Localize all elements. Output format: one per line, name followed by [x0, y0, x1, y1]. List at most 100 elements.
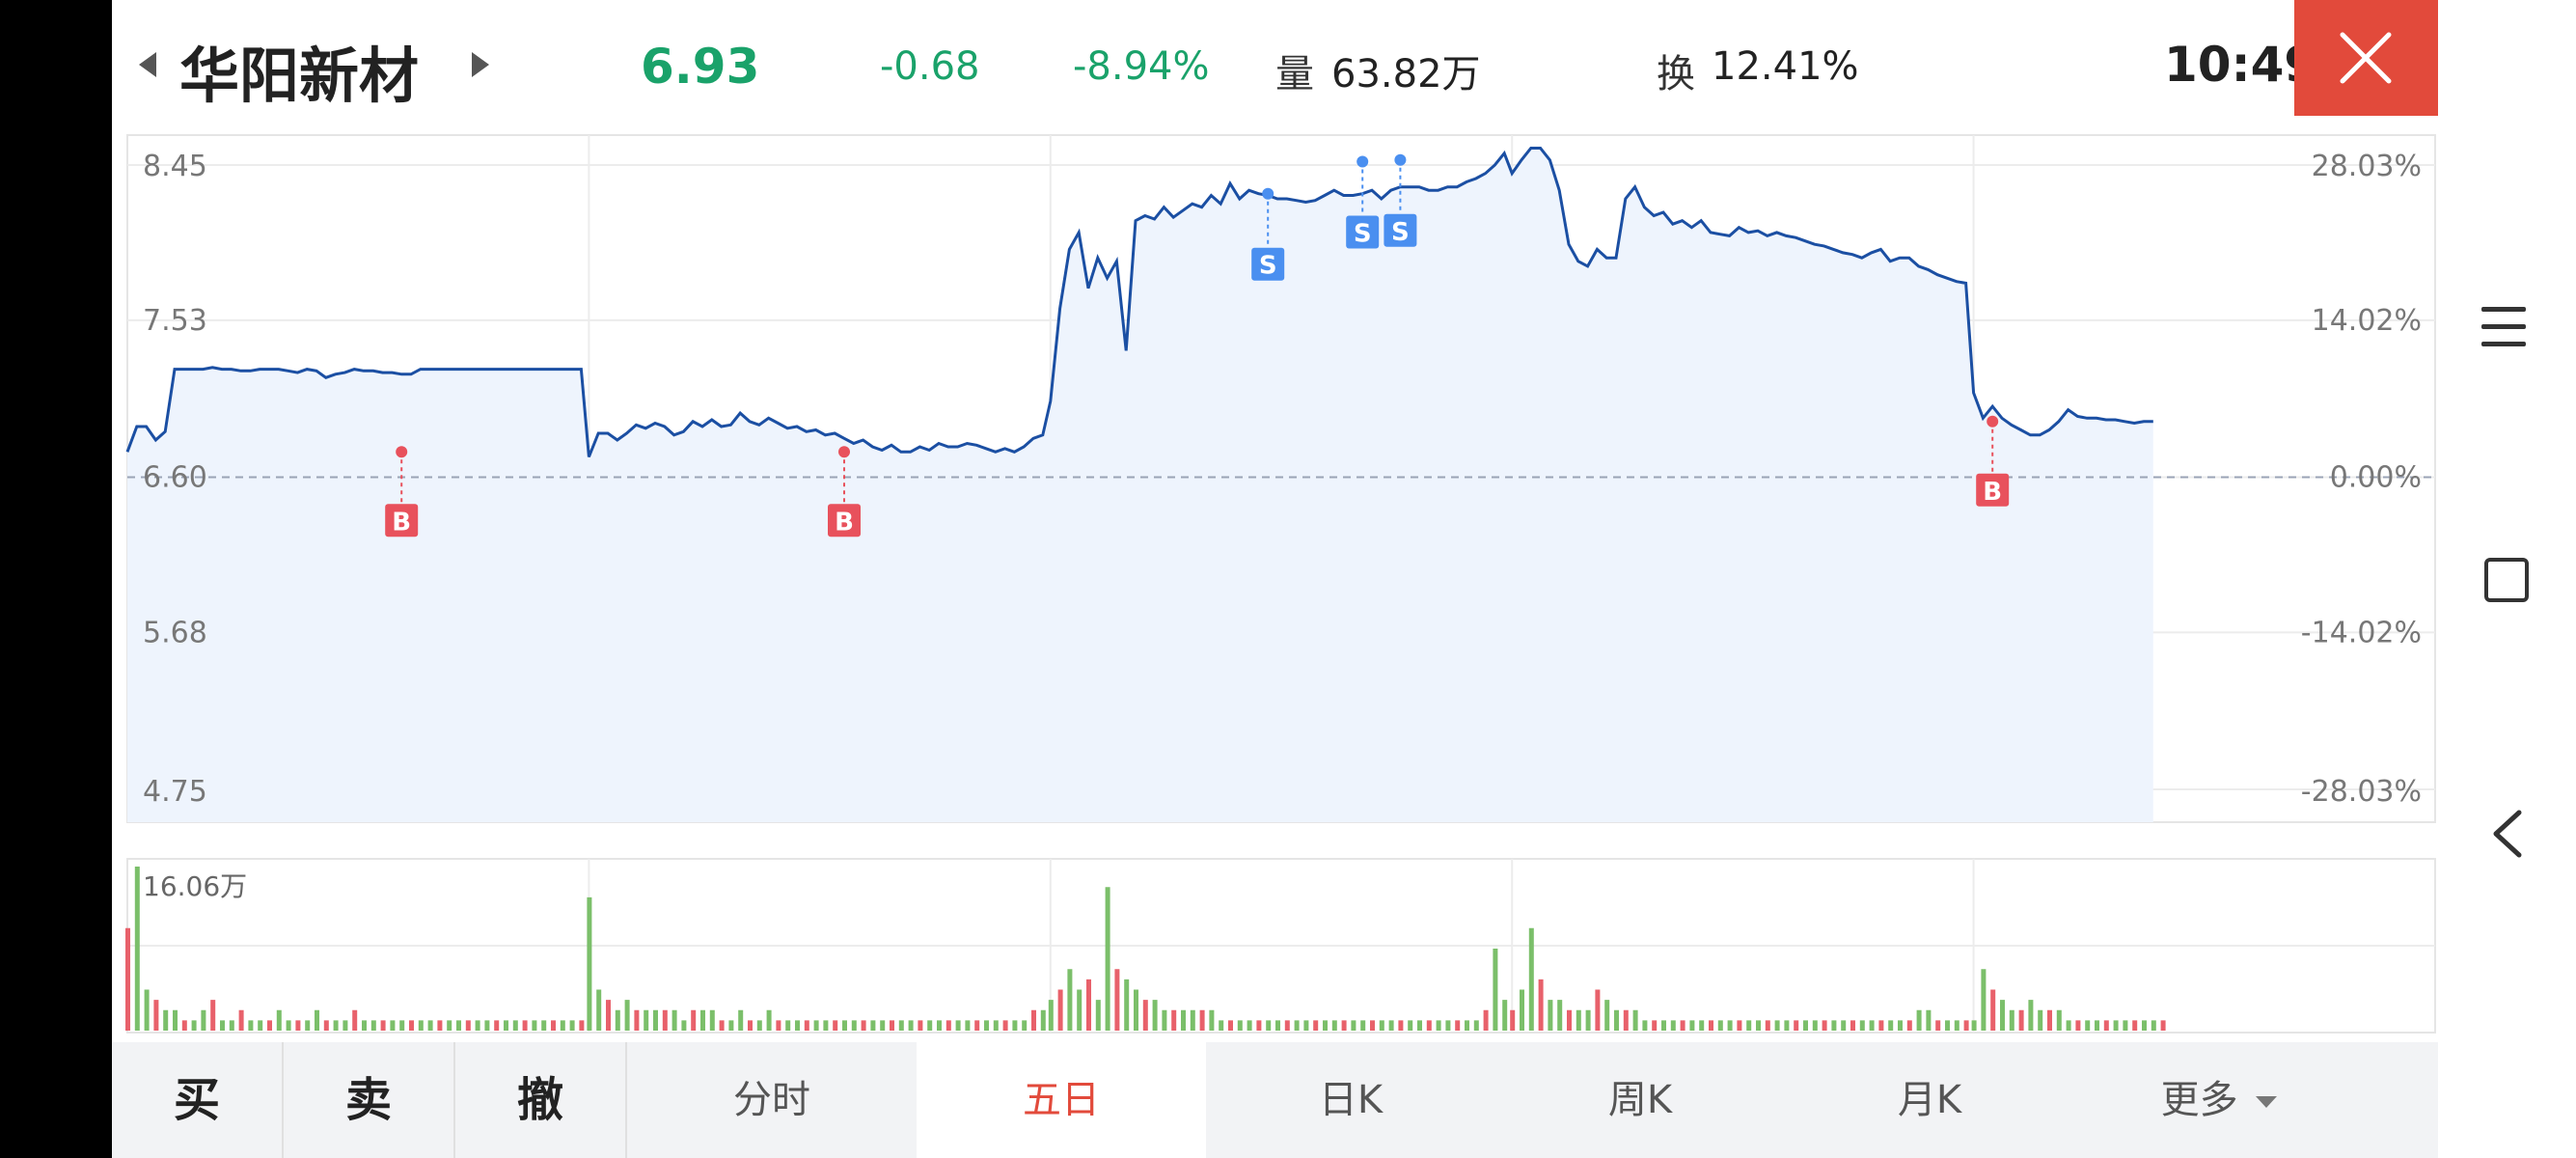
volume-bar	[315, 1009, 319, 1031]
tab-five-day[interactable]: 五日	[917, 1042, 1206, 1158]
volume-bar	[1709, 1020, 1713, 1031]
volume-bar	[295, 1020, 301, 1031]
tab-day-k[interactable]: 日K	[1318, 1078, 1384, 1122]
volume-bar	[1199, 1009, 1205, 1031]
buy-marker-label: B	[392, 508, 411, 537]
volume-bar	[681, 1020, 687, 1031]
marker-dot	[1394, 153, 1407, 166]
volume-bar	[229, 1020, 234, 1031]
five-day-chart[interactable]: 8.45 7.53 6.60 5.68 4.75 28.03% 14.02% 0.00% -1…	[112, 133, 2438, 1040]
volume-bar	[1247, 1020, 1252, 1031]
marker-dot	[1987, 415, 1999, 427]
back-icon[interactable]	[2488, 807, 2527, 861]
volume-bar	[201, 1009, 206, 1031]
volume-bar	[1313, 1020, 1319, 1031]
volume-bar	[1012, 1020, 1018, 1031]
tab-more[interactable]: 更多	[2074, 1042, 2364, 1158]
volume-bar	[1341, 1020, 1347, 1031]
stock-chart-screen: 华阳新材 6.93 -0.68 -8.94% 量 63.82万 换 12.41%…	[112, 0, 2438, 1158]
volume-bar	[2075, 1020, 2081, 1031]
price-change: -0.68	[880, 44, 980, 89]
y-tick-left: 4.75	[143, 775, 207, 809]
volume-bar	[842, 1020, 847, 1031]
volume-bar	[1171, 1009, 1177, 1031]
volume-bar	[1567, 1009, 1572, 1031]
volume-bar	[851, 1020, 857, 1031]
volume-bar	[333, 1020, 339, 1031]
volume-bar	[1680, 1020, 1685, 1031]
volume-bar	[2103, 1020, 2109, 1031]
volume-bar	[1388, 1020, 1394, 1031]
marker-badge	[828, 504, 861, 538]
volume-bar	[1219, 1020, 1224, 1031]
volume-bar	[248, 1020, 254, 1031]
volume-bar	[1774, 1020, 1780, 1031]
volume-bar	[1294, 1020, 1300, 1031]
volume-bar	[532, 1020, 537, 1031]
volume-bar	[1275, 1020, 1280, 1031]
volume-bar	[908, 1020, 914, 1031]
volume-bar	[1699, 1020, 1705, 1031]
volume-bar	[728, 1020, 734, 1031]
volume-bar	[1841, 1020, 1847, 1031]
volume-bar	[1134, 989, 1138, 1031]
volume-bar	[974, 1020, 980, 1031]
next-stock-arrow-icon[interactable]	[472, 52, 489, 77]
volume-bar	[719, 1020, 725, 1031]
sell-marker-label: S	[1391, 218, 1410, 247]
volume-bar	[390, 1020, 396, 1031]
volume-bar	[1945, 1020, 1950, 1031]
volume-bar	[1360, 1020, 1366, 1031]
close-icon	[2340, 32, 2392, 84]
volume-bar	[258, 1020, 263, 1031]
volume-bar	[1228, 1020, 1233, 1031]
tab-intraday[interactable]: 分时	[733, 1078, 810, 1122]
volume-bar	[494, 1020, 500, 1031]
volume-bar	[890, 1020, 894, 1031]
tab-month-k[interactable]: 月K	[1897, 1078, 1962, 1122]
volume-bar	[181, 1020, 187, 1031]
volume-bar	[1086, 979, 1091, 1031]
volume-bar	[1237, 1020, 1243, 1031]
volume-bar	[644, 1009, 649, 1031]
volume-bar	[1473, 1020, 1479, 1031]
cancel-order-button[interactable]: 撤	[455, 1042, 627, 1158]
price-line	[125, 147, 2153, 458]
volume-bar	[1190, 1009, 1195, 1031]
volume-bar	[163, 1009, 169, 1031]
y-tick-right: 14.02%	[2312, 304, 2422, 338]
sell-button[interactable]: 卖	[284, 1042, 455, 1158]
volume-bar	[880, 1020, 886, 1031]
volume-bar	[1916, 1009, 1922, 1031]
y-tick-left: 5.68	[143, 616, 207, 649]
volume-bar	[465, 1020, 471, 1031]
marker-badge	[1384, 213, 1417, 247]
quote-header: 华阳新材 6.93 -0.68 -8.94% 量 63.82万 换 12.41%…	[112, 0, 2438, 135]
marker-dot	[396, 446, 408, 458]
buy-button[interactable]: 买	[112, 1042, 284, 1158]
volume-bar	[624, 1000, 630, 1031]
volume-bar	[813, 1020, 819, 1031]
volume-bar	[1331, 1020, 1337, 1031]
menu-icon[interactable]	[2481, 307, 2526, 349]
volume-bar	[560, 1020, 565, 1031]
volume-bar	[1859, 1020, 1865, 1031]
volume-label: 量	[1275, 52, 1314, 96]
volume-bar	[662, 1009, 668, 1031]
close-button[interactable]	[2294, 0, 2438, 116]
square-icon[interactable]	[2484, 558, 2529, 602]
volume-bar	[1850, 1020, 1855, 1031]
previous-stock-arrow-icon[interactable]	[139, 52, 156, 77]
tab-week-k[interactable]: 周K	[1607, 1078, 1673, 1122]
volume-bar	[1528, 927, 1534, 1031]
volume-bar	[2123, 1020, 2128, 1031]
volume-bar	[579, 1020, 585, 1031]
y-axis-right-percent: 28.03% 14.02% 0.00% -14.02% -28.03%	[2301, 150, 2422, 809]
volume-bar	[1408, 1020, 1413, 1031]
volume-value: 63.82万	[1331, 52, 1481, 96]
volume-bar	[153, 1000, 159, 1031]
buy-marker-label: B	[1983, 478, 2002, 507]
volume-bar	[210, 1000, 216, 1031]
volume-bar	[447, 1020, 452, 1031]
volume-bar	[1483, 1009, 1489, 1031]
